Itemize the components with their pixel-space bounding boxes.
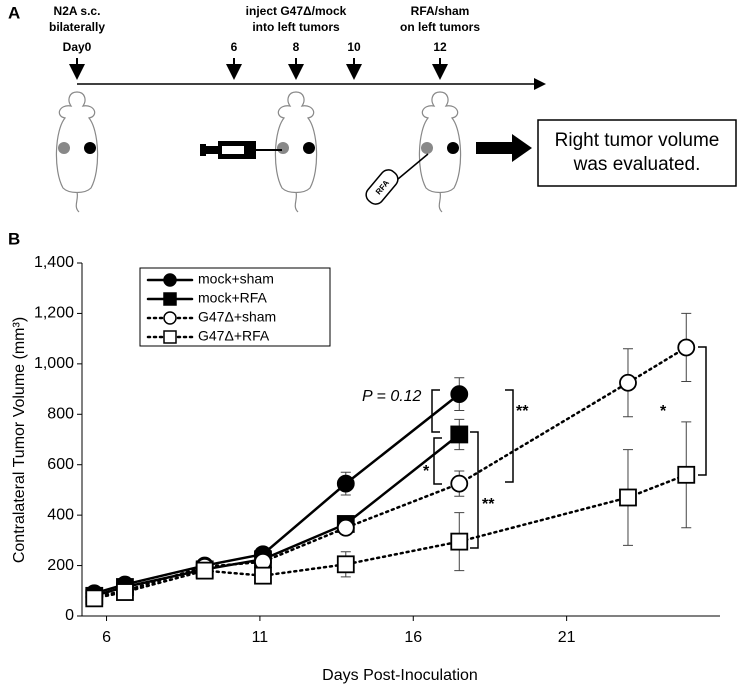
x-tick-label: 6 (102, 629, 111, 646)
mice (55, 91, 462, 213)
step-text: on left tumors (400, 20, 480, 34)
day-label: 10 (347, 40, 361, 54)
day-label: 6 (231, 40, 238, 54)
marker (116, 583, 134, 601)
rfa-probe: RFA (365, 153, 429, 205)
day-label: 12 (433, 40, 447, 54)
y-tick-label: 600 (47, 456, 74, 473)
result-text: was evaluated. (573, 154, 701, 175)
step-text: inject G47Δ/mock (246, 4, 347, 18)
annotation: ** (482, 496, 495, 513)
marker (336, 555, 355, 574)
legend-label: mock+sham (198, 271, 274, 287)
x-axis-title: Days Post-Inoculation (322, 667, 478, 684)
legend-label: mock+RFA (198, 290, 268, 306)
marker (336, 474, 355, 493)
marker (677, 465, 696, 484)
day-label: Day0 (63, 40, 92, 54)
annotations (431, 346, 707, 549)
marker (195, 561, 214, 580)
day-label: 8 (293, 40, 300, 54)
legend-marker (163, 330, 177, 344)
marker (336, 518, 355, 537)
marker (619, 373, 637, 392)
result-text: Right tumor volume (555, 130, 720, 151)
result-arrow (476, 134, 532, 162)
x-tick-label: 11 (252, 629, 269, 646)
annotation: * (423, 463, 430, 480)
legend-marker (163, 311, 177, 325)
day-arrows (69, 58, 448, 80)
panel-label: A (8, 3, 20, 22)
result-box (537, 119, 737, 187)
series-line (93, 392, 461, 595)
x-tick-label: 16 (404, 629, 422, 646)
step-text: bilaterally (49, 20, 105, 34)
step-text: RFA/sham (411, 4, 470, 18)
legend-label: G47Δ+sham (198, 309, 276, 325)
series-line (93, 473, 688, 600)
series-line (93, 346, 688, 599)
y-tick-label: 400 (47, 506, 74, 523)
marker (450, 474, 469, 493)
x-tick-label: 21 (558, 629, 576, 646)
y-tick-label: 1,000 (34, 355, 74, 372)
y-tick-label: 1,400 (34, 254, 74, 271)
marker (450, 385, 469, 404)
legend-marker (163, 292, 177, 306)
series-line (93, 433, 461, 598)
syringe (200, 141, 282, 159)
annotation: P = 0.12 (362, 388, 422, 405)
step-text: N2A s.c. (54, 4, 101, 18)
panel-label: B (8, 229, 20, 248)
legend: mock+sham mock+RFA G47Δ+sham G47Δ+RFA (139, 267, 331, 347)
marker (254, 566, 272, 585)
marker (450, 425, 469, 444)
marker (85, 589, 104, 608)
y-tick-label: 0 (65, 607, 74, 624)
marker (619, 488, 637, 507)
marker (677, 338, 696, 357)
marker (450, 532, 469, 551)
y-tick-label: 200 (47, 557, 74, 574)
legend-label: G47Δ+RFA (198, 328, 270, 344)
annotation: ** (516, 403, 529, 420)
y-tick-label: 1,200 (34, 305, 74, 322)
step-text: into left tumors (252, 20, 340, 34)
y-tick-label: 800 (47, 406, 74, 423)
y-axis-title: Contralateral Tumor Volume (mm³) (11, 317, 28, 563)
annotation: * (660, 403, 667, 420)
legend-marker (163, 273, 177, 287)
